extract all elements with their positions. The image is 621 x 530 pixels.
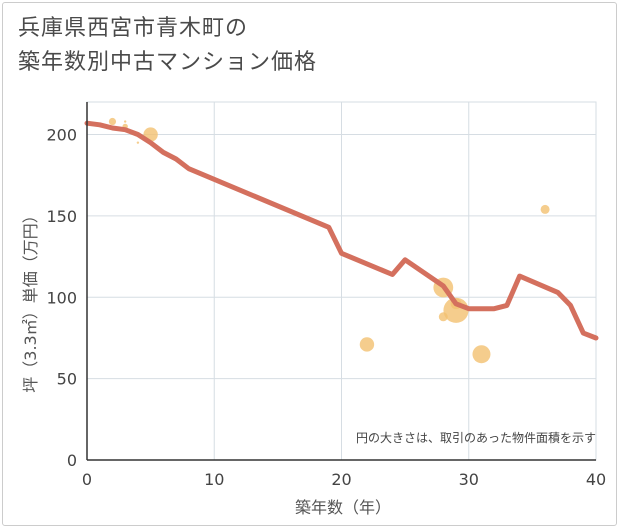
x-tick-label: 40 [586,470,606,489]
chart-frame [2,2,617,526]
x-axis-title: 築年数（年） [295,498,391,517]
x-tick-label: 0 [82,470,92,489]
size-note: 円の大きさは、取引のあった物件面積を示す [356,430,596,445]
x-tick-label: 30 [459,470,479,489]
title-line-1: 兵庫県西宮市青木町の [18,16,249,41]
data-bubble [472,345,491,364]
data-bubble [359,337,375,352]
data-bubble [540,204,550,214]
bubble-series [108,117,550,364]
y-tick-label: 100 [46,288,77,307]
data-bubble [108,117,117,126]
data-bubble [123,120,127,123]
x-tick-label: 10 [204,470,224,489]
data-bubble [136,141,140,144]
tick-labels: 0 10 20 30 40 0 50 100 150 200 [46,126,606,489]
y-tick-label: 50 [57,370,77,389]
y-tick-label: 0 [67,451,77,470]
y-tick-label: 150 [46,207,77,226]
axes [86,102,596,461]
title-line-2: 築年数別中古マンション価格 [18,50,318,75]
y-axis-title: 坪（3.3㎡）単価（万円） [21,207,40,392]
y-tick-label: 200 [46,126,77,145]
x-tick-label: 20 [331,470,351,489]
chart-title: 兵庫県西宮市青木町の 築年数別中古マンション価格 [18,12,317,80]
trend-line [84,120,599,341]
